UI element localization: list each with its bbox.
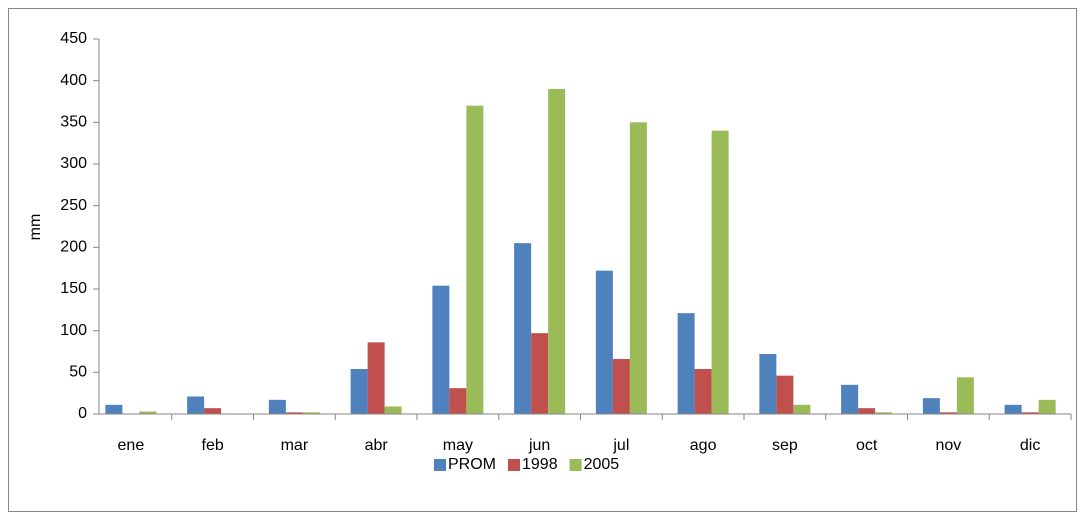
y-tick-label: 0 <box>78 405 87 422</box>
bar <box>139 411 157 414</box>
x-tick-label: dic <box>1020 437 1040 454</box>
bar <box>514 243 532 414</box>
x-tick-label: ago <box>690 437 717 454</box>
bar <box>711 130 729 414</box>
bar <box>694 369 712 414</box>
chart-frame <box>8 8 1077 512</box>
legend-swatch <box>508 459 520 471</box>
bar <box>204 408 222 414</box>
bar <box>612 359 630 414</box>
y-tick-label: 350 <box>60 114 87 131</box>
bar <box>466 105 484 415</box>
bar <box>187 396 205 414</box>
y-tick-label: 400 <box>60 72 87 89</box>
bar <box>858 408 876 414</box>
bar <box>939 412 957 414</box>
x-tick-label: mar <box>281 437 309 454</box>
legend-swatch <box>434 459 446 471</box>
y-tick-label: 450 <box>60 30 87 47</box>
legend-label: PROM <box>448 456 496 473</box>
y-tick-label: 200 <box>60 239 87 256</box>
bar <box>548 89 566 414</box>
y-tick-label: 250 <box>60 197 87 214</box>
bar <box>677 313 695 414</box>
x-tick-label: jul <box>612 437 629 454</box>
y-tick-label: 150 <box>60 280 87 297</box>
x-tick-label: abr <box>365 437 389 454</box>
bar <box>432 285 450 414</box>
x-tick-label: oct <box>856 437 878 454</box>
bar <box>105 404 123 414</box>
x-tick-label: feb <box>202 437 224 454</box>
bar <box>1038 399 1056 414</box>
y-tick-label: 300 <box>60 155 87 172</box>
x-tick-label: jun <box>528 437 550 454</box>
legend-label: 2005 <box>584 456 620 473</box>
bar <box>629 122 647 414</box>
bar <box>384 406 402 414</box>
bar <box>350 369 368 414</box>
legend-label: 1998 <box>522 456 558 473</box>
bar <box>285 412 303 414</box>
bar <box>793 404 811 414</box>
bar <box>302 412 320 414</box>
bar <box>759 354 777 414</box>
y-axis-label: mm <box>27 214 44 241</box>
bar <box>956 377 974 414</box>
legend-swatch <box>569 459 582 471</box>
bar <box>1004 404 1022 414</box>
bar <box>268 399 286 414</box>
x-tick-label: sep <box>772 437 798 454</box>
y-tick-label: 50 <box>69 364 87 381</box>
x-tick-label: ene <box>118 437 145 454</box>
bar <box>841 384 859 414</box>
bar <box>776 375 794 414</box>
bar <box>922 398 940 414</box>
x-tick-label: nov <box>935 437 961 454</box>
bar <box>875 412 893 414</box>
y-tick-label: 100 <box>60 322 87 339</box>
bar <box>1021 412 1039 414</box>
bar <box>595 270 613 414</box>
bar <box>531 333 549 414</box>
bar <box>449 388 467 414</box>
bar <box>367 342 385 414</box>
x-tick-label: may <box>443 437 473 454</box>
